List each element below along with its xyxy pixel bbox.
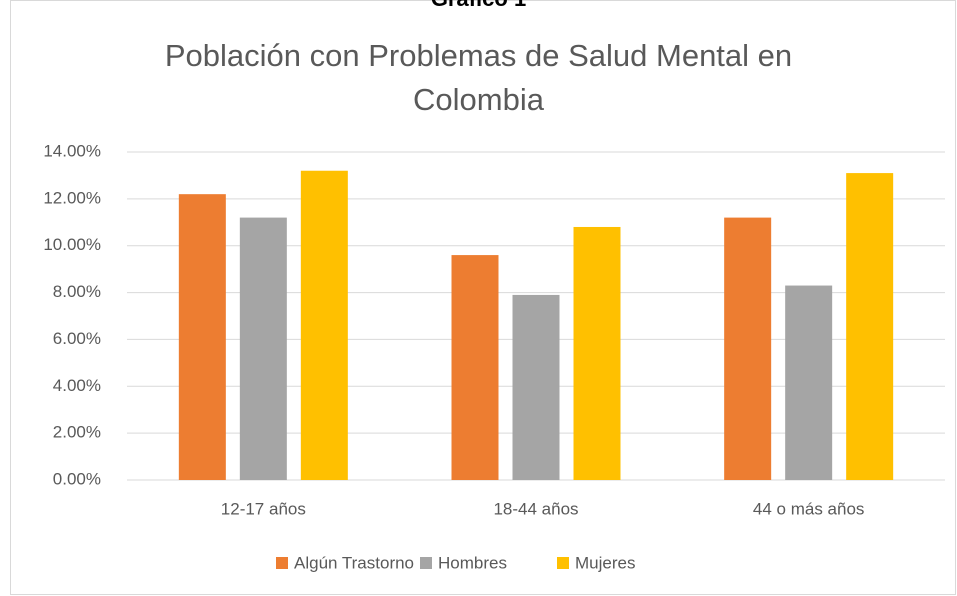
x-tick-label: 12-17 años <box>221 499 306 518</box>
chart-title: Población con Problemas de Salud Mental … <box>164 38 793 117</box>
y-tick-label: 2.00% <box>53 423 101 442</box>
y-tick-label: 12.00% <box>43 188 101 207</box>
bar <box>724 217 772 480</box>
y-tick-label: 10.00% <box>43 235 101 254</box>
legend-label: Mujeres <box>575 553 635 572</box>
y-tick-label: 0.00% <box>53 469 101 488</box>
y-tick-label: 14.00% <box>43 141 101 160</box>
bar <box>300 170 348 480</box>
bar <box>451 255 499 480</box>
bar <box>178 194 226 480</box>
x-tick-label: 44 o más años <box>753 499 865 518</box>
x-tick-label: 18-44 años <box>493 499 578 518</box>
bar <box>239 217 287 480</box>
legend-label: Hombres <box>438 553 507 572</box>
bar <box>573 226 621 480</box>
y-tick-label: 6.00% <box>53 329 101 348</box>
bar <box>512 294 560 480</box>
bar <box>785 285 833 480</box>
legend-swatch <box>557 557 569 569</box>
bar <box>846 173 894 481</box>
y-tick-label: 8.00% <box>53 282 101 301</box>
legend-swatch <box>420 557 432 569</box>
header: Gráfico 1 <box>0 0 957 12</box>
legend-swatch <box>276 557 288 569</box>
y-tick-label: 4.00% <box>53 376 101 395</box>
legend-label: Algún Trastorno <box>294 553 414 572</box>
